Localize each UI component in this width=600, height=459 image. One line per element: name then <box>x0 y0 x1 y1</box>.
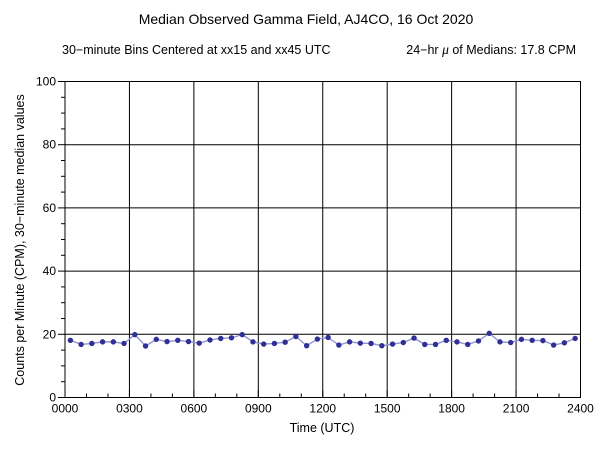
data-point <box>422 341 428 348</box>
data-point <box>572 335 578 342</box>
x-tick-label: 1500 <box>374 402 401 416</box>
data-point <box>260 341 267 347</box>
y-tick-label: 40 <box>43 264 57 278</box>
data-point <box>121 340 127 347</box>
data-point <box>196 340 202 346</box>
data-point <box>540 337 546 344</box>
data-point <box>271 340 278 347</box>
x-tick-label: 2400 <box>567 402 594 416</box>
subtitle-mu-suffix: of Medians: 17.8 CPM <box>449 43 576 57</box>
y-tick-label: 60 <box>43 201 57 215</box>
data-point <box>400 339 406 346</box>
data-point <box>303 342 310 349</box>
data-point <box>89 340 95 347</box>
data-point <box>486 330 492 337</box>
data-point <box>454 339 460 345</box>
y-tick-label: 0 <box>49 391 56 405</box>
data-point <box>250 339 256 345</box>
data-point <box>218 335 224 342</box>
data-point <box>185 338 192 345</box>
data-point <box>142 343 149 349</box>
data-point <box>368 340 374 347</box>
x-tick-label: 0300 <box>116 402 143 416</box>
data-point <box>561 340 568 346</box>
y-axis-label: Counts per Minute (CPM), 30−minute media… <box>13 94 27 385</box>
subtitle-mu-prefix: 24−hr <box>406 43 442 57</box>
mu-symbol: μ <box>441 42 449 57</box>
data-point <box>239 331 245 338</box>
data-point <box>497 339 503 345</box>
data-point <box>67 337 74 344</box>
plot-area: 0 20 40 60 80 100 0000 0300 0600 0900 1200 1500 1800… <box>36 75 594 416</box>
data-point <box>475 338 482 344</box>
data-point <box>411 335 417 341</box>
y-tick-label: 20 <box>43 327 57 341</box>
data-point <box>153 336 159 343</box>
data-point <box>465 341 471 348</box>
x-tick-label: 1800 <box>438 402 465 416</box>
x-tick-label: 0900 <box>245 402 272 416</box>
data-point <box>357 340 364 346</box>
data-point <box>432 341 439 348</box>
y-tick-label: 100 <box>36 75 56 89</box>
chart-subtitle-left: 30−minute Bins Centered at xx15 and xx45… <box>62 43 331 57</box>
chart-title: Median Observed Gamma Field, AJ4CO, 16 O… <box>139 11 474 27</box>
data-point <box>389 341 396 347</box>
data-point <box>529 337 535 344</box>
x-tick-label: 0600 <box>181 402 208 416</box>
data-point <box>99 339 106 345</box>
y-tick-label: 80 <box>43 138 57 152</box>
data-point <box>110 339 117 345</box>
data-point <box>132 331 138 338</box>
data-point <box>314 336 321 342</box>
data-point <box>164 338 170 345</box>
data-point <box>228 335 235 341</box>
data-point <box>175 337 181 344</box>
data-point <box>443 337 449 344</box>
data-point <box>550 342 557 348</box>
data-point <box>346 339 353 345</box>
data-point <box>78 341 84 348</box>
data-point <box>507 339 514 346</box>
data-point <box>325 334 331 341</box>
x-tick-label: 2100 <box>503 402 530 416</box>
data-point <box>282 339 288 345</box>
data-point <box>379 342 385 349</box>
x-tick-label: 0000 <box>52 402 79 416</box>
chart-subtitle-right: 24−hr μ of Medians: 17.8 CPM <box>406 42 576 57</box>
data-point <box>293 333 299 340</box>
x-tick-label: 1200 <box>309 402 336 416</box>
x-axis-label: Time (UTC) <box>290 421 355 435</box>
data-point <box>336 342 342 348</box>
data-point <box>518 336 525 343</box>
data-point <box>207 337 213 343</box>
